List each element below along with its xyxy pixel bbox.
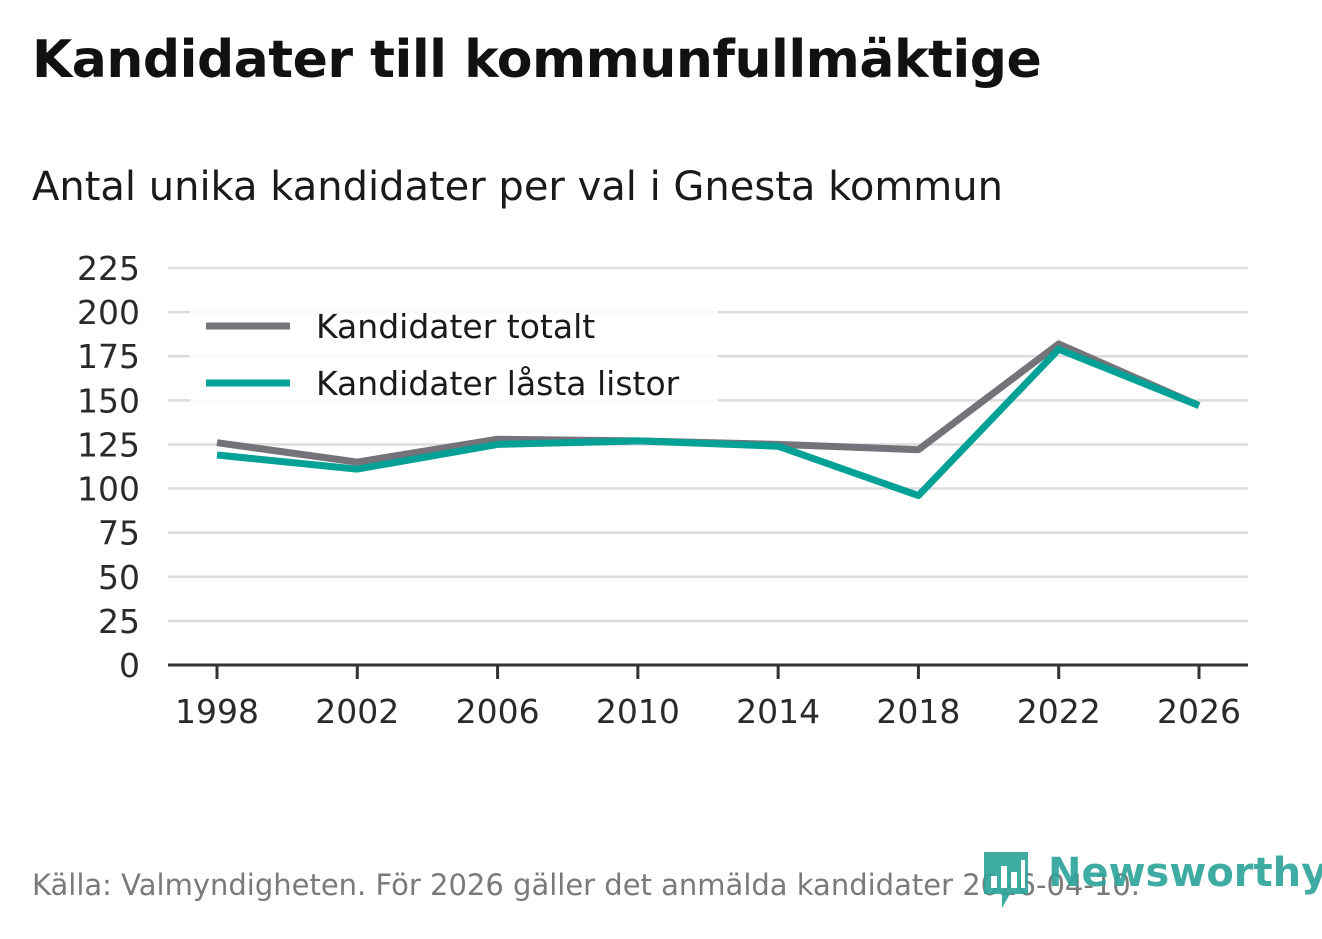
y-tick-label: 0 — [119, 646, 140, 685]
y-tick-label: 25 — [98, 602, 140, 641]
source-caption: Källa: Valmyndigheten. För 2026 gäller d… — [32, 868, 1140, 902]
x-tick-label: 2010 — [596, 692, 680, 731]
x-tick-label: 2006 — [456, 692, 540, 731]
y-tick-label: 125 — [77, 425, 140, 464]
series-line-lasta-listor — [216, 345, 1201, 500]
bar-chart-pin-icon — [984, 852, 1028, 908]
x-tick-label: 2014 — [736, 692, 820, 731]
y-tick-label: 175 — [77, 337, 140, 376]
x-tick-label: 1998 — [175, 692, 259, 731]
legend-label: Kandidater totalt — [316, 307, 595, 346]
x-tick-label: 2002 — [315, 692, 399, 731]
legend-box — [190, 298, 718, 406]
x-tick-label: 2022 — [1017, 692, 1101, 731]
y-tick-label: 200 — [77, 293, 140, 332]
y-tick-label: 150 — [77, 381, 140, 420]
y-axis-ticks: 0 25 50 75 100 125 150 175 200 225 — [77, 249, 140, 685]
chart-title: Kandidater till kommunfullmäktige — [32, 30, 1042, 90]
y-tick-label: 225 — [77, 249, 140, 288]
logo-text: Newsworthy — [1048, 850, 1322, 896]
y-tick-label: 50 — [98, 558, 140, 597]
newsworthy-logo[interactable]: Newsworthy — [980, 848, 1322, 912]
x-tick-label: 2018 — [876, 692, 960, 731]
y-tick-label: 100 — [77, 470, 140, 509]
legend: Kandidater totalt Kandidater låsta listor — [190, 298, 718, 406]
legend-label: Kandidater låsta listor — [316, 364, 680, 403]
x-axis-ticks: 1998 2002 2006 2010 2014 2018 2022 2026 — [175, 665, 1241, 731]
series-lines — [216, 340, 1201, 500]
x-tick-label: 2026 — [1157, 692, 1241, 731]
chart-subtitle: Antal unika kandidater per val i Gnesta … — [32, 164, 1003, 210]
y-tick-label: 75 — [98, 514, 140, 553]
